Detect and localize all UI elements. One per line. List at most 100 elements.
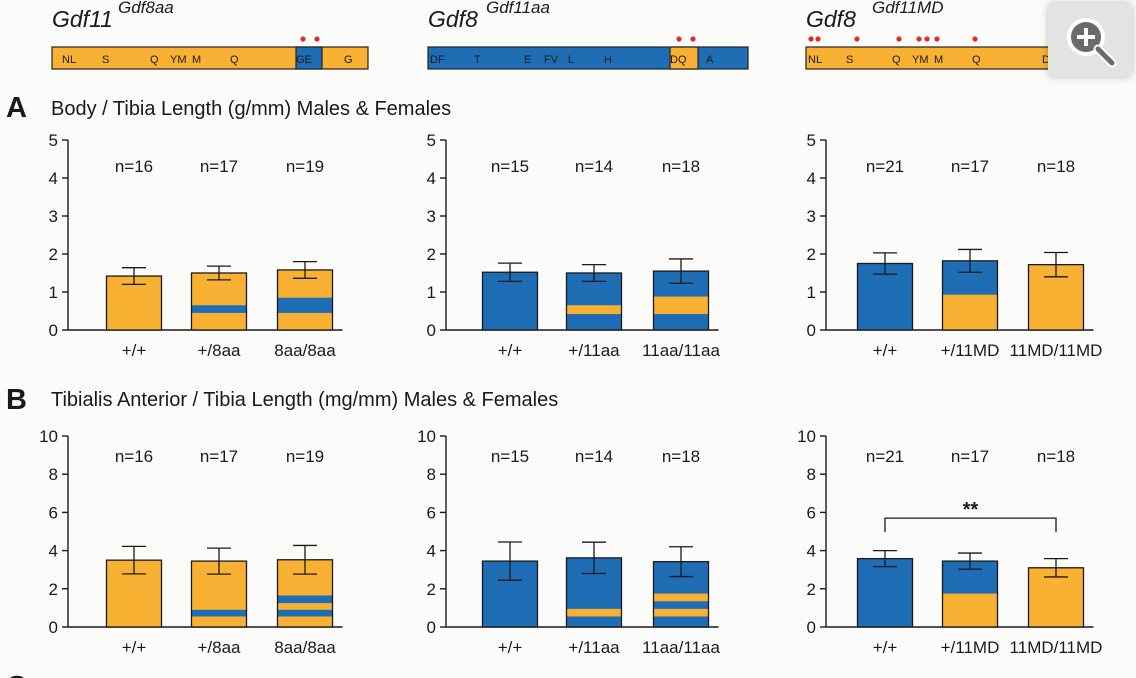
sequence-bar-fill <box>51 46 369 70</box>
header-allele: Gdf8aa <box>118 0 174 17</box>
n-label: n=18 <box>1037 157 1075 176</box>
y-tick-label: 8 <box>807 465 816 484</box>
residue-label: A <box>706 54 714 66</box>
category-label: +/+ <box>873 638 898 657</box>
residue-label: YM <box>170 54 187 66</box>
category-label: 8aa/8aa <box>274 341 336 360</box>
category-label: 11MD/11MD <box>1010 638 1103 657</box>
mutation-star <box>676 36 682 42</box>
significance-bracket <box>884 517 1057 533</box>
bar <box>566 273 622 330</box>
residue-label: T <box>474 54 481 66</box>
residue-label: DF <box>430 54 445 66</box>
bar-stripe <box>191 609 247 617</box>
chart-a-2: 0 1 2 3 4 5 n=21 +/+ n=17 +/11MD n=18 11MD/11MD <box>807 131 1103 360</box>
bar-stripe <box>942 593 998 627</box>
residue-label: YM <box>912 54 929 66</box>
bar <box>857 558 913 627</box>
category-label: +/+ <box>498 341 523 360</box>
n-label: n=17 <box>200 447 238 466</box>
header-0: Gdf11 Gdf8aa NL S Q YM M Q GE G <box>51 0 369 70</box>
bar-stripe <box>191 305 247 313</box>
n-label: n=19 <box>286 447 324 466</box>
residue-label: GE <box>296 54 312 66</box>
y-tick-label: 2 <box>427 580 436 599</box>
category-label: +/11MD <box>941 341 1000 360</box>
section-title-b: Tibialis Anterior / Tibia Length (mg/mm)… <box>51 389 558 411</box>
charts: 0 1 2 3 4 5 n=16 +/+ n=17 +/8aa n=19 8aa/8aa 0 1 2 3 4 5 n… <box>39 131 1102 657</box>
category-label: 8aa/8aa <box>274 638 336 657</box>
bar-stripe <box>653 608 709 617</box>
y-tick-label: 0 <box>49 321 58 340</box>
category-label: +/11aa <box>568 341 620 360</box>
y-tick-label: 3 <box>807 207 816 226</box>
section-letter-b: B <box>6 384 27 416</box>
residue-label: M <box>934 54 943 66</box>
mutation-star <box>815 36 821 42</box>
category-label: 11aa/11aa <box>642 638 720 657</box>
sequence-bar-fill <box>427 46 749 70</box>
zoom-in-button[interactable] <box>1048 3 1132 77</box>
residue-label: Q <box>230 54 239 66</box>
mutation-star <box>916 36 922 42</box>
residue-label: L <box>568 54 574 66</box>
y-tick-label: 5 <box>807 131 816 150</box>
category-label: +/+ <box>122 638 147 657</box>
n-label: n=17 <box>200 157 238 176</box>
header-gene: Gdf8 <box>428 6 478 32</box>
y-tick-label: 4 <box>49 542 58 561</box>
y-tick-label: 6 <box>807 503 816 522</box>
y-tick-label: 4 <box>807 542 816 561</box>
sequence-bar: NL S Q YM M Q GE G <box>51 36 369 70</box>
header-allele: Gdf11MD <box>872 0 944 17</box>
n-label: n=17 <box>951 157 989 176</box>
y-tick-label: 1 <box>49 283 58 302</box>
residue-label: NL <box>808 54 822 66</box>
category-label: +/11MD <box>941 638 1000 657</box>
residue-label: M <box>192 54 201 66</box>
y-tick-label: 6 <box>49 503 58 522</box>
y-tick-label: 5 <box>49 131 58 150</box>
y-tick-label: 2 <box>49 245 58 264</box>
mutation-star <box>314 36 320 42</box>
bar-stripe <box>277 609 333 617</box>
bar <box>191 273 247 330</box>
bar-stripe <box>653 296 709 315</box>
n-label: n=16 <box>115 447 153 466</box>
residue-label: Q <box>892 54 901 66</box>
category-label: +/8aa <box>197 341 241 360</box>
chart-b-2: 0 2 4 6 8 10 n=21 +/+ n=17 +/11MD n=18 11MD/11MD ** <box>797 427 1102 657</box>
mutation-star <box>300 36 306 42</box>
zoom-in-icon <box>1067 18 1117 68</box>
residue-label: S <box>846 54 853 66</box>
n-label: n=18 <box>662 447 700 466</box>
y-tick-label: 10 <box>417 427 436 446</box>
section-letter-c: C <box>6 671 27 678</box>
sequence-bar: DF T E FV L H DQ A <box>427 36 749 70</box>
n-label: n=21 <box>866 447 904 466</box>
y-tick-label: 1 <box>427 283 436 302</box>
significance-label: ** <box>963 499 979 521</box>
header-allele: Gdf11aa <box>486 0 550 17</box>
sequence-highlight <box>295 46 323 70</box>
n-label: n=15 <box>491 157 529 176</box>
y-tick-label: 4 <box>427 542 436 561</box>
category-label: +/11aa <box>568 638 620 657</box>
n-label: n=14 <box>575 157 613 176</box>
y-tick-label: 3 <box>427 207 436 226</box>
chart-b-1: 0 2 4 6 8 10 n=15 +/+ n=14 +/11aa n=18 11aa/11aa <box>417 427 720 657</box>
mutation-star <box>690 36 696 42</box>
n-label: n=14 <box>575 447 613 466</box>
n-label: n=19 <box>286 157 324 176</box>
y-tick-label: 4 <box>807 169 816 188</box>
y-tick-label: 10 <box>39 427 58 446</box>
y-tick-label: 2 <box>807 245 816 264</box>
y-tick-label: 4 <box>427 169 436 188</box>
residue-label: S <box>102 54 109 66</box>
chart-b-0: 0 2 4 6 8 10 n=16 +/+ n=17 +/8aa n=19 8aa/8aa <box>39 427 343 657</box>
mutation-star <box>924 36 930 42</box>
header-2: Gdf8 Gdf11MD NL S Q YM M Q D <box>805 0 1121 70</box>
bar-stripe <box>653 593 709 602</box>
category-label: +/+ <box>873 341 898 360</box>
category-label: +/8aa <box>197 638 241 657</box>
